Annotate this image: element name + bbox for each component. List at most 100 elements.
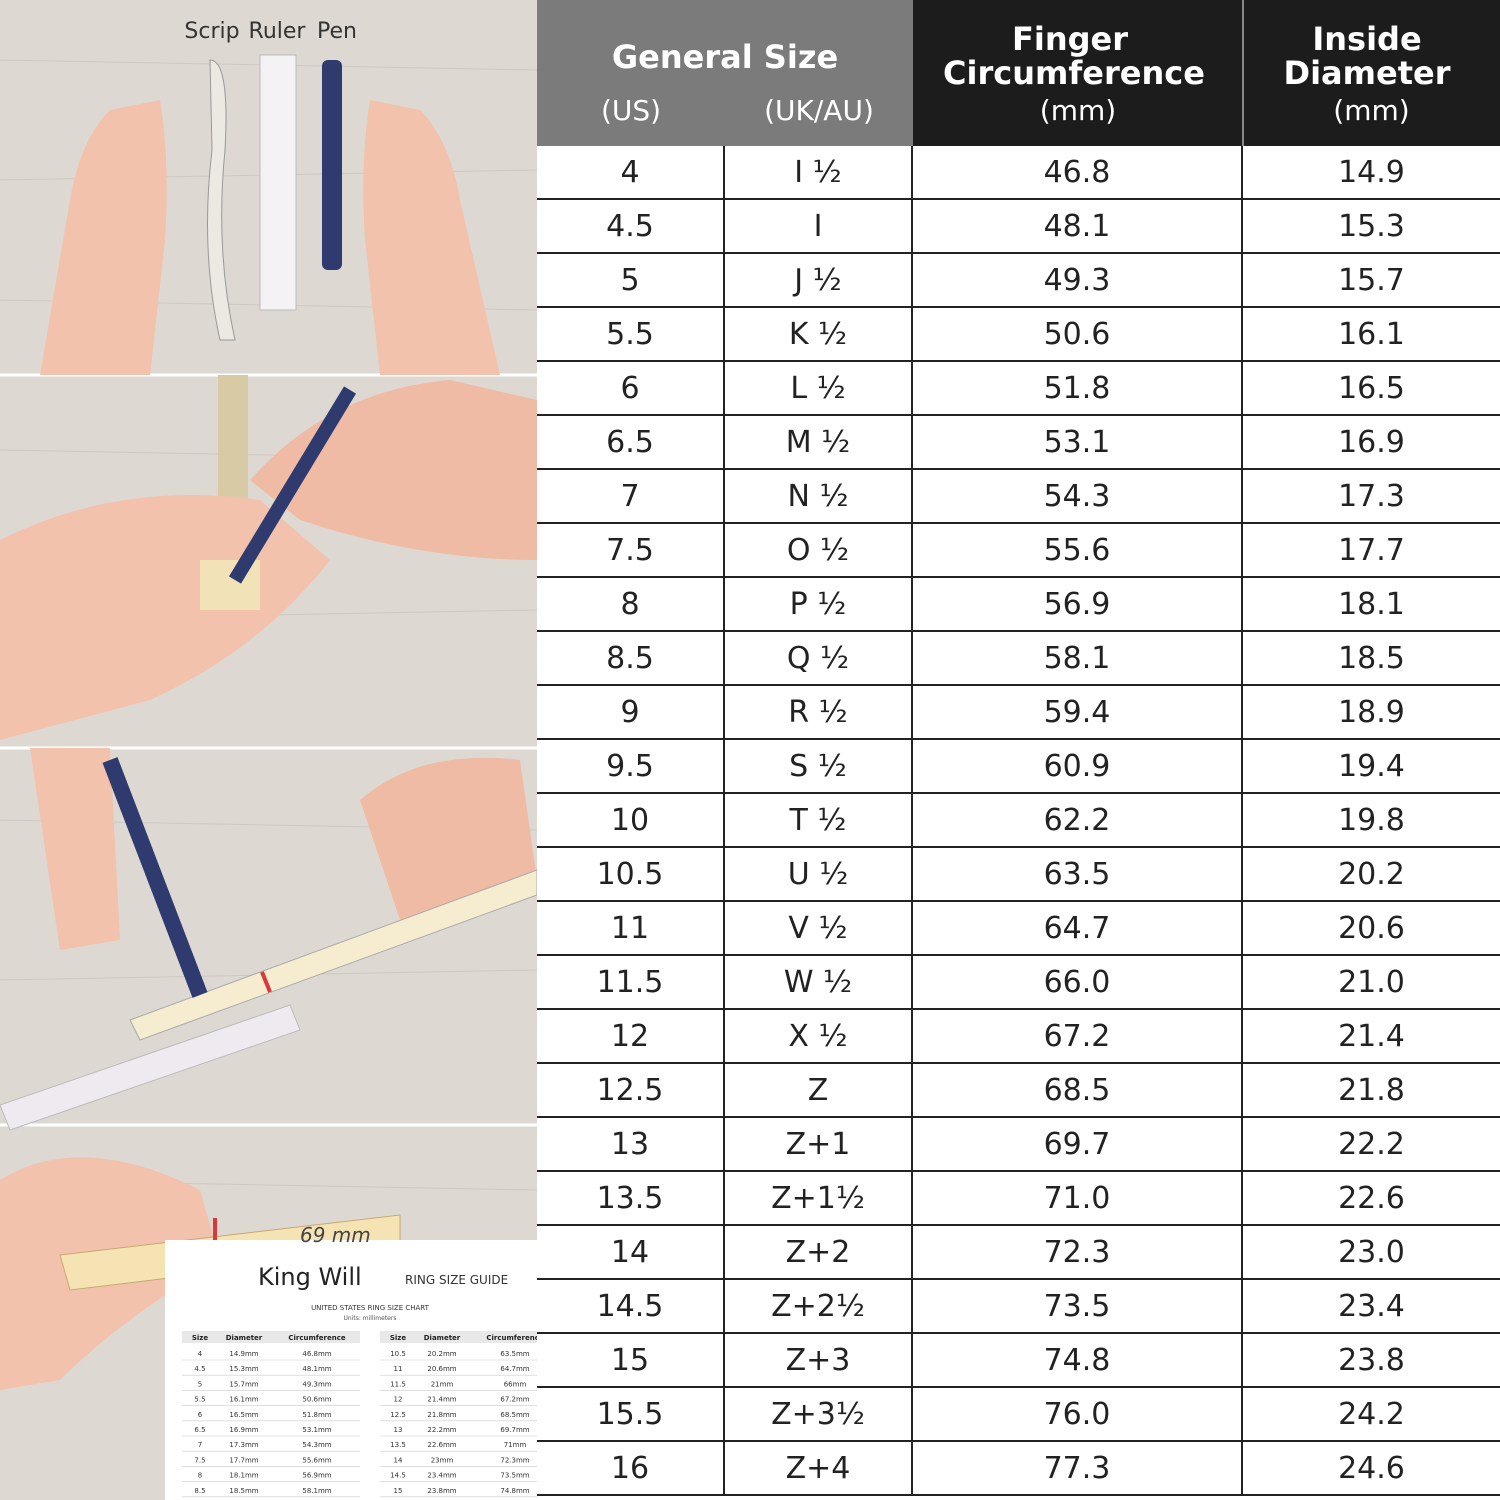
table-cell: 8: [537, 578, 725, 632]
table-cell: 53.1: [913, 416, 1243, 470]
table-cell: 15.3: [1243, 200, 1500, 254]
table-cell: 76.0: [913, 1388, 1243, 1442]
table-cell: 15: [537, 1334, 725, 1388]
table-cell: 18.5: [1243, 632, 1500, 686]
mini-cell: 48.1mm: [302, 1365, 331, 1373]
mini-cell: 8: [198, 1472, 202, 1480]
table-cell: Z+2: [725, 1226, 913, 1280]
table-cell: J ½: [725, 254, 913, 308]
mini-header: Circumference: [288, 1334, 346, 1342]
table-cell: 17.7: [1243, 524, 1500, 578]
header-divider: [1242, 0, 1244, 146]
mini-header: Circumference: [486, 1334, 537, 1342]
table-cell: 17.3: [1243, 470, 1500, 524]
table-cell: 16.1: [1243, 308, 1500, 362]
hand: [30, 748, 120, 950]
mini-cell: 22.2mm: [427, 1426, 456, 1434]
table-cell: S ½: [725, 740, 913, 794]
table-cell: Z: [725, 1064, 913, 1118]
table-cell: 21.8: [1243, 1064, 1500, 1118]
table-cell: K ½: [725, 308, 913, 362]
mini-cell: 17.3mm: [229, 1441, 258, 1449]
ruler: [0, 1004, 301, 1131]
table-cell: 59.4: [913, 686, 1243, 740]
table-cell: 56.9: [913, 578, 1243, 632]
guide-paper: [165, 1240, 537, 1500]
table-cell: 71.0: [913, 1172, 1243, 1226]
mini-cell: 74.8mm: [500, 1487, 529, 1495]
table-cell: 16.9: [1243, 416, 1500, 470]
table-cell: 20.2: [1243, 848, 1500, 902]
table-cell: 48.1: [913, 200, 1243, 254]
illustration-art: Scrip Ruler Pen 69 mm King Will RING SIZE GUI…: [0, 0, 537, 1500]
mini-cell: 5: [198, 1380, 202, 1388]
mini-cell: 53.1mm: [302, 1426, 331, 1434]
mini-cell: 20.6mm: [427, 1365, 456, 1373]
table-cell: Z+4: [725, 1442, 913, 1496]
table-cell: 23.0: [1243, 1226, 1500, 1280]
header-circ-unit: (mm): [1039, 94, 1117, 127]
table-cell: 20.6: [1243, 902, 1500, 956]
mini-cell: 4: [198, 1350, 203, 1358]
mini-cell: 7.5: [194, 1456, 205, 1464]
tool-label: Pen: [317, 19, 357, 44]
table-cell: Z+3½: [725, 1388, 913, 1442]
table-cell: P ½: [725, 578, 913, 632]
mini-header: Diameter: [226, 1334, 263, 1342]
table-cell: Z+2½: [725, 1280, 913, 1334]
mini-cell: 13.5: [390, 1441, 406, 1449]
table-cell: 54.3: [913, 470, 1243, 524]
table-cell: 24.2: [1243, 1388, 1500, 1442]
mini-cell: 18.1mm: [229, 1472, 258, 1480]
wrapped-strip: [200, 560, 260, 610]
mini-cell: 18.5mm: [229, 1487, 258, 1495]
mini-cell: 69.7mm: [500, 1426, 529, 1434]
table-cell: 10: [537, 794, 725, 848]
scrip-strip: [207, 59, 236, 341]
right-hand: [363, 100, 500, 375]
table-cell: 6.5: [537, 416, 725, 470]
mini-cell: 6.5: [194, 1426, 205, 1434]
table-cell: 16: [537, 1442, 725, 1496]
table-cell: 49.3: [913, 254, 1243, 308]
table-cell: Z+1½: [725, 1172, 913, 1226]
mini-cell: 50.6mm: [302, 1396, 331, 1404]
mini-cell: 16.9mm: [229, 1426, 258, 1434]
mini-cell: 23.4mm: [427, 1472, 456, 1480]
header-dark: [913, 0, 1500, 146]
chart-units: Units: millimeters: [344, 1315, 397, 1322]
mark: [260, 971, 272, 993]
mini-cell: 51.8mm: [302, 1411, 331, 1419]
table-cell: 18.1: [1243, 578, 1500, 632]
table-cell: 21.4: [1243, 1010, 1500, 1064]
mini-header: Size: [390, 1334, 407, 1342]
table-cell: 58.1: [913, 632, 1243, 686]
table-cell: 19.8: [1243, 794, 1500, 848]
table-cell: I ½: [725, 146, 913, 200]
mini-cell: 23.8mm: [427, 1487, 456, 1495]
mini-cell: 10.5: [390, 1350, 406, 1358]
mini-cell: 11: [394, 1365, 403, 1373]
mini-cell: 12: [394, 1396, 403, 1404]
table-cell: 4.5: [537, 200, 725, 254]
mini-cell: 13: [394, 1426, 403, 1434]
table-cell: 7: [537, 470, 725, 524]
table-cell: I: [725, 200, 913, 254]
mini-cell: 71mm: [504, 1441, 527, 1449]
mini-cell: 14.9mm: [229, 1350, 258, 1358]
tool-label: Ruler: [249, 19, 307, 44]
mini-cell: 21mm: [431, 1380, 454, 1388]
table-cell: 23.8: [1243, 1334, 1500, 1388]
illustrations: Scrip Ruler Pen 69 mm King Will RING SIZE GUI…: [0, 0, 537, 1500]
pen: [322, 60, 342, 270]
mini-cell: 55.6mm: [302, 1456, 331, 1464]
table-cell: 77.3: [913, 1442, 1243, 1496]
mini-header-bg: [380, 1331, 537, 1343]
table-cell: 72.3: [913, 1226, 1243, 1280]
mini-cell: 66mm: [504, 1380, 527, 1388]
table-cell: 64.7: [913, 902, 1243, 956]
guide-title: RING SIZE GUIDE: [405, 1273, 508, 1287]
mini-cell: 12.5: [390, 1411, 406, 1419]
header-general: [537, 0, 913, 146]
